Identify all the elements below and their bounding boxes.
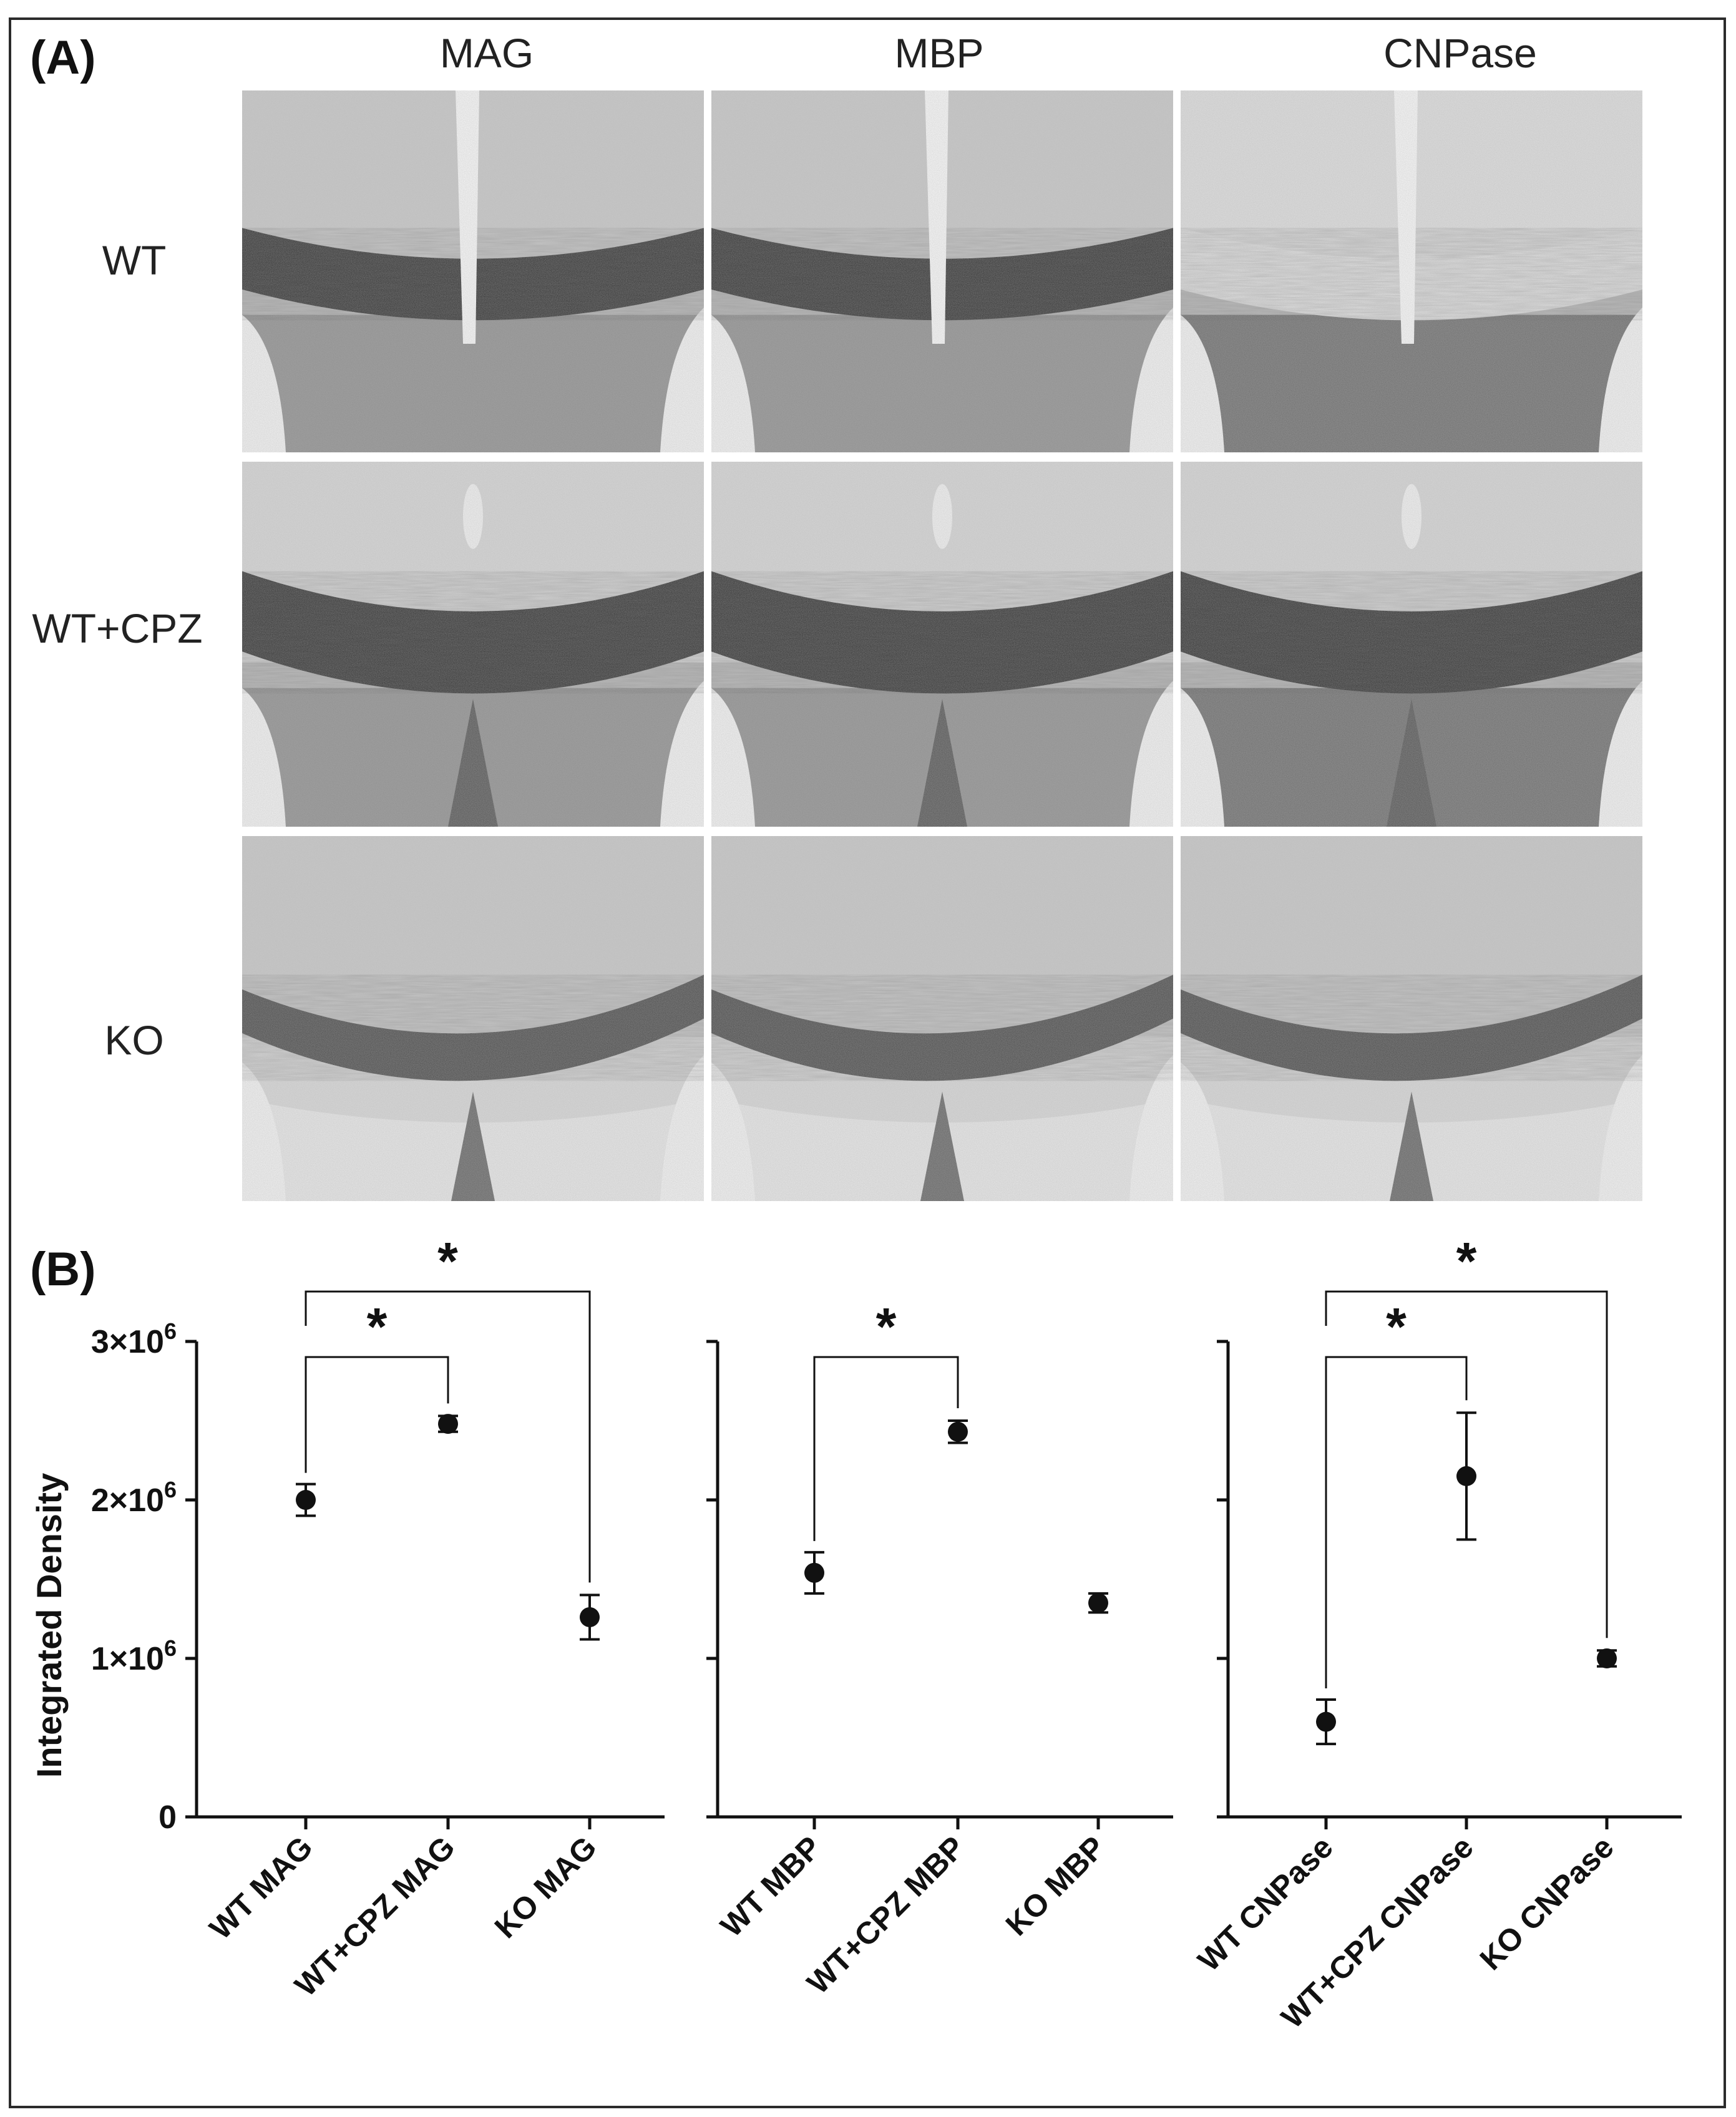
data-point xyxy=(1088,1593,1108,1613)
data-point xyxy=(948,1421,968,1442)
y-tick-label-base: 0 xyxy=(158,1799,177,1836)
data-point xyxy=(1316,1711,1336,1732)
micrograph-wt-cpz-mbp xyxy=(711,462,1173,827)
x-category-label: KO CNPase xyxy=(1473,1829,1621,1977)
micrograph-ko-cnpase xyxy=(1181,836,1642,1201)
data-point xyxy=(580,1607,600,1627)
significance-star: * xyxy=(1456,1232,1477,1290)
row-label-wt: WT xyxy=(102,237,167,283)
x-category-label: WT MBP xyxy=(714,1829,828,1944)
x-category-label: KO MAG xyxy=(488,1829,603,1945)
micrograph-ko-mbp xyxy=(711,836,1173,1201)
y-tick-label-exponent: 6 xyxy=(164,1635,177,1661)
figure-frame xyxy=(9,17,1726,2108)
data-point xyxy=(1597,1648,1617,1668)
x-category-label: KO MBP xyxy=(999,1829,1112,1942)
row-label-wt-cpz: WT+CPZ xyxy=(32,605,202,651)
y-tick-label-base: 3×10 xyxy=(91,1324,164,1360)
data-point xyxy=(296,1490,316,1510)
data-point xyxy=(438,1414,458,1434)
y-tick-label-exponent: 6 xyxy=(164,1318,177,1344)
panel-a-label: (A) xyxy=(30,31,96,84)
significance-bracket xyxy=(813,1356,959,1541)
significance-star: * xyxy=(876,1297,897,1356)
micrograph-wt-cpz-mag xyxy=(242,462,704,827)
y-axis-title: Integrated Density xyxy=(29,1473,69,1778)
y-tick-label-base: 1×10 xyxy=(91,1641,164,1677)
data-point xyxy=(804,1562,824,1583)
row-label-ko: KO xyxy=(104,1017,163,1063)
significance-bracket xyxy=(1325,1290,1608,1638)
y-tick-label: 3×106 xyxy=(91,1318,177,1360)
y-tick-label: 1×106 xyxy=(91,1635,177,1677)
micrograph-wt-cpz-cnpase xyxy=(1181,462,1642,827)
y-tick-label-base: 2×10 xyxy=(91,1482,164,1519)
column-label-mbp: MBP xyxy=(894,30,983,76)
micrograph-wt-mbp xyxy=(711,90,1173,452)
column-label-mag: MAG xyxy=(440,30,534,76)
significance-star: * xyxy=(1386,1297,1407,1356)
significance-bracket xyxy=(305,1290,591,1583)
significance-star: * xyxy=(437,1232,458,1290)
micrograph-ko-mag xyxy=(242,836,704,1201)
significance-bracket xyxy=(1325,1356,1468,1689)
significance-bracket xyxy=(305,1356,449,1473)
y-tick-label: 0 xyxy=(158,1799,177,1836)
micrograph-wt-mag xyxy=(242,90,704,452)
micrograph-wt-cnpase xyxy=(1181,90,1642,452)
y-tick-label: 2×106 xyxy=(91,1477,177,1519)
column-label-cnpase: CNPase xyxy=(1383,30,1537,76)
x-category-label: WT MAG xyxy=(203,1829,319,1946)
y-tick-label-exponent: 6 xyxy=(164,1477,177,1502)
x-category-label: WT CNPase xyxy=(1191,1829,1340,1978)
data-point xyxy=(1456,1466,1476,1486)
micrograph-grid xyxy=(242,90,1642,1201)
significance-star: * xyxy=(367,1297,388,1356)
panel-b-label: (B) xyxy=(30,1243,96,1296)
